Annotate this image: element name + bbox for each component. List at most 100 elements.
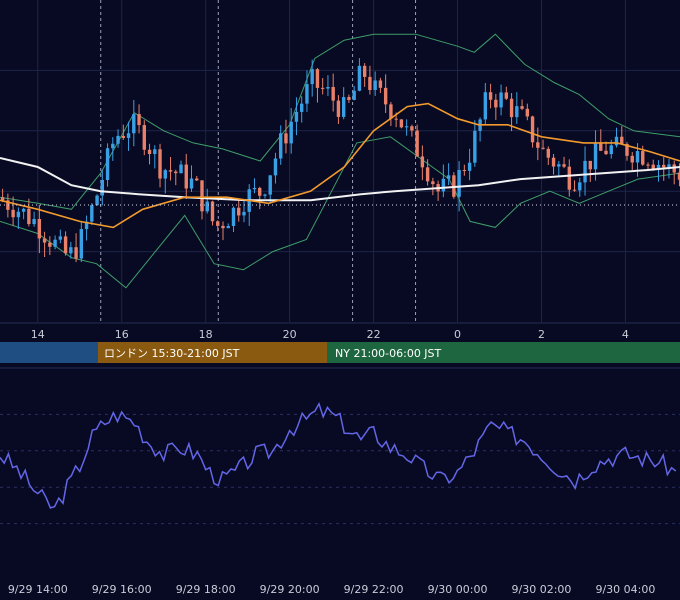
candle-bull bbox=[341, 97, 346, 117]
candle-bull bbox=[515, 106, 519, 118]
candle-bull bbox=[609, 145, 613, 155]
candle-bear bbox=[121, 135, 126, 138]
candle-bull bbox=[457, 170, 461, 197]
candle-bear bbox=[184, 164, 188, 189]
candle-bear bbox=[394, 118, 398, 120]
candle-bear bbox=[74, 247, 78, 259]
short-moving-average-line bbox=[0, 102, 680, 229]
candle-bear bbox=[336, 100, 341, 117]
candle-bull bbox=[90, 205, 94, 222]
candle-bull bbox=[126, 133, 131, 138]
price-x-tick-label: 0 bbox=[454, 328, 461, 341]
candle-bear bbox=[425, 167, 430, 182]
candle-bear bbox=[210, 201, 215, 222]
oscillator-line bbox=[0, 401, 677, 509]
candle-bear bbox=[488, 92, 493, 100]
candle-bear bbox=[137, 114, 141, 126]
candle-bull bbox=[163, 170, 167, 179]
candle-bear bbox=[368, 76, 372, 90]
candle-bear bbox=[625, 143, 629, 156]
candle-bull bbox=[483, 92, 488, 120]
price-x-tick-label: 20 bbox=[283, 328, 297, 341]
candle-bull bbox=[16, 211, 21, 218]
candle-bear bbox=[42, 238, 47, 243]
candle-bull bbox=[310, 69, 314, 85]
candle-bear bbox=[546, 148, 551, 158]
price-x-tick-label: 22 bbox=[367, 328, 381, 341]
candle-bear bbox=[0, 197, 5, 201]
candle-bull bbox=[273, 158, 278, 176]
candle-bull bbox=[21, 208, 26, 212]
candle-bear bbox=[63, 236, 68, 254]
candle-bull bbox=[578, 182, 582, 191]
bottom-x-tick-label: 9/29 20:00 bbox=[260, 583, 320, 596]
candle-bear bbox=[604, 150, 608, 155]
candle-bear bbox=[420, 156, 425, 168]
candle-bear bbox=[462, 170, 467, 172]
candle-bull bbox=[289, 121, 293, 144]
candle-bear bbox=[431, 181, 435, 185]
candle-bear bbox=[37, 219, 42, 239]
bottom-x-axis: 9/29 14:00 9/29 16:00 9/29 18:00 9/29 20:00… bbox=[8, 583, 656, 596]
candle-bear bbox=[399, 119, 404, 128]
candle-bear bbox=[347, 97, 351, 100]
price-x-tick-labels: 14 16 18 20 22 0 2 4 bbox=[31, 328, 629, 341]
candle-bull bbox=[404, 126, 409, 128]
candle-bear bbox=[599, 143, 603, 151]
candle-bear bbox=[641, 151, 645, 165]
oscillator-panel bbox=[0, 401, 680, 525]
candle-bull bbox=[95, 195, 99, 206]
candle-bear bbox=[509, 98, 514, 118]
candle-bull bbox=[116, 135, 120, 144]
candle-bull bbox=[467, 162, 472, 171]
candle-bull bbox=[100, 179, 105, 196]
candle-bull bbox=[305, 84, 309, 104]
bottom-x-tick-label: 9/30 00:00 bbox=[428, 583, 488, 596]
price-x-tick-label: 18 bbox=[199, 328, 213, 341]
candle-bear bbox=[320, 87, 325, 89]
candle-bull bbox=[132, 114, 136, 134]
candle-bear bbox=[142, 125, 146, 150]
candle-bear bbox=[331, 86, 335, 101]
candle-bull bbox=[357, 65, 362, 91]
candle-bull bbox=[53, 239, 57, 247]
candle-bear bbox=[237, 207, 241, 216]
candle-bear bbox=[158, 149, 162, 179]
candle-bear bbox=[174, 171, 178, 174]
candle-bull bbox=[299, 103, 304, 112]
bottom-x-tick-label: 9/29 16:00 bbox=[92, 583, 152, 596]
candle-bear bbox=[195, 178, 199, 181]
candle-bear bbox=[572, 189, 577, 191]
price-x-tick-label: 4 bbox=[622, 328, 629, 341]
candle-bear bbox=[415, 130, 419, 157]
candle-bear bbox=[677, 172, 680, 180]
candle-bear bbox=[651, 164, 655, 170]
candle-bear bbox=[567, 166, 571, 190]
candle-bull bbox=[231, 207, 236, 226]
candle-bull bbox=[111, 143, 115, 149]
candle-bear bbox=[221, 225, 225, 229]
candle-bear bbox=[662, 164, 666, 168]
candle-bull bbox=[667, 164, 671, 168]
price-x-tick-label: 14 bbox=[31, 328, 45, 341]
candle-bear bbox=[216, 221, 220, 226]
candle-bear bbox=[200, 180, 204, 212]
candle-bear bbox=[504, 92, 509, 99]
price-x-tick-label: 2 bbox=[538, 328, 545, 341]
candle-bull bbox=[252, 187, 257, 190]
candle-bull bbox=[58, 236, 63, 240]
candle-bull bbox=[656, 164, 661, 170]
candle-bull bbox=[205, 201, 209, 212]
candle-bear bbox=[168, 170, 173, 172]
candle-bear bbox=[620, 136, 624, 144]
candle-bull bbox=[179, 164, 183, 174]
candle-bull bbox=[441, 178, 446, 192]
candle-bear bbox=[11, 209, 15, 218]
price-x-axis: 14 16 18 20 22 0 2 4 bbox=[0, 322, 680, 341]
session-london-block bbox=[98, 342, 327, 363]
candle-bear bbox=[378, 80, 383, 88]
candle-bull bbox=[226, 225, 230, 229]
candle-bear bbox=[383, 87, 388, 105]
candle-bear bbox=[530, 116, 535, 143]
